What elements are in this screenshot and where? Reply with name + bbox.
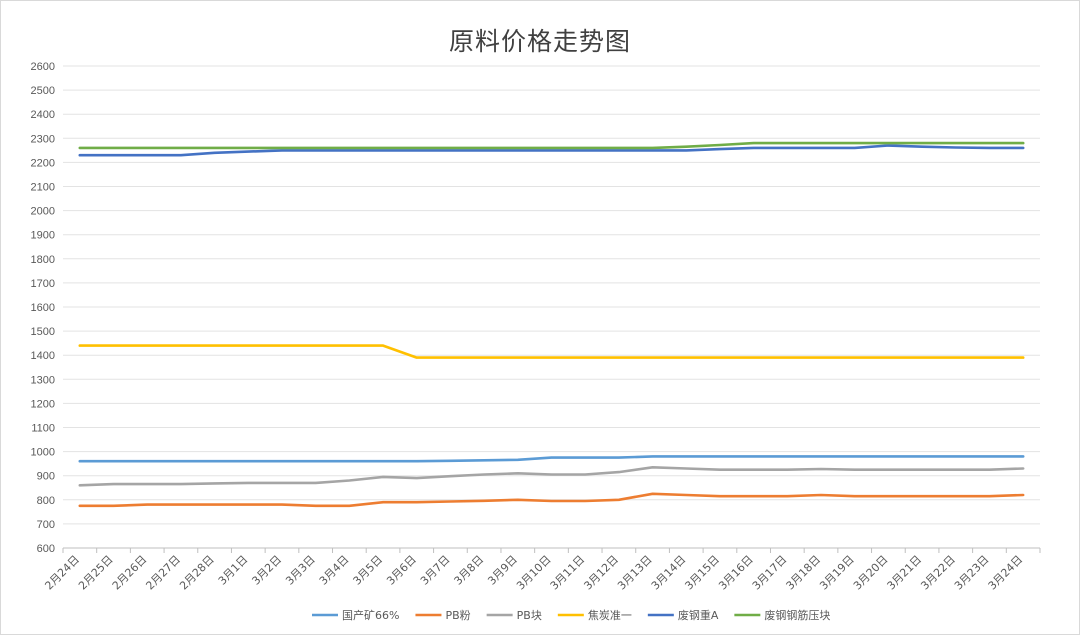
x-tick-label: 3月3日 — [283, 553, 318, 588]
y-tick-label: 1700 — [31, 278, 55, 290]
y-tick-label: 2500 — [31, 85, 55, 97]
y-tick-label: 1800 — [31, 254, 55, 266]
x-tick-label: 3月12日 — [581, 553, 621, 593]
x-tick-label: 3月5日 — [351, 553, 386, 588]
x-tick-label: 3月17日 — [750, 553, 790, 593]
x-tick-label: 3月1日 — [216, 553, 251, 588]
x-tick-label: 3月14日 — [649, 553, 689, 593]
x-tick-label: 2月25日 — [76, 553, 116, 593]
x-tick-label: 3月24日 — [986, 553, 1026, 593]
series-line — [78, 141, 1025, 150]
y-tick-label: 800 — [37, 495, 55, 507]
y-tick-label: 2200 — [31, 157, 55, 169]
x-tick-label: 3月10日 — [514, 553, 554, 593]
y-tick-label: 1400 — [31, 350, 55, 362]
x-tick-label: 3月18日 — [784, 553, 824, 593]
x-tick-label: 3月2日 — [249, 553, 284, 588]
y-tick-label: 1300 — [31, 374, 55, 386]
x-tick-label: 3月23日 — [952, 553, 992, 593]
gridlines — [63, 65, 1040, 549]
x-tick-label: 3月15日 — [682, 553, 722, 593]
x-tick-label: 3月8日 — [452, 553, 487, 588]
y-tick-label: 2600 — [31, 61, 55, 73]
legend: 国产矿66% PB粉 PB块 焦炭准一 废钢重A 废钢钢筋压块 — [312, 608, 830, 622]
x-tick-label: 3月4日 — [317, 553, 352, 588]
y-tick-label: 700 — [37, 519, 55, 531]
y-tick-label: 1900 — [31, 230, 55, 242]
legend-label: 焦炭准一 — [588, 609, 632, 622]
x-tick-label: 3月21日 — [885, 553, 925, 593]
y-tick-label: 2300 — [31, 133, 55, 145]
y-tick-label: 1100 — [31, 423, 55, 435]
legend-label: 废钢钢筋压块 — [764, 608, 830, 622]
y-tick-label: 2100 — [31, 182, 55, 194]
x-tick-label: 3月7日 — [418, 553, 453, 588]
x-tick-label: 3月6日 — [384, 553, 419, 588]
x-tick-label: 2月24日 — [42, 553, 82, 593]
x-tick-label: 3月19日 — [817, 553, 857, 593]
x-tick-label: 3月22日 — [918, 553, 958, 593]
x-tick-label: 2月27日 — [143, 553, 183, 593]
chart-title: 原料价格走势图 — [448, 27, 631, 56]
series-line — [78, 144, 1025, 157]
series-line — [78, 492, 1025, 508]
series-line — [78, 465, 1025, 487]
legend-label: 国产矿66% — [342, 608, 399, 622]
y-tick-label: 1600 — [31, 302, 55, 314]
y-axis: 600 700 800 900 1000 1100 1200 1300 1400 1500 1600… — [31, 61, 55, 555]
y-tick-label: 2000 — [31, 206, 55, 218]
series-line — [78, 344, 1025, 359]
y-tick-label: 900 — [37, 471, 55, 483]
x-tick-label: 2月26日 — [110, 553, 150, 593]
x-tick-label: 2月28日 — [177, 553, 217, 593]
y-tick-label: 2400 — [31, 109, 55, 121]
x-tick-label: 3月11日 — [548, 553, 588, 593]
legend-label: 废钢重A — [678, 608, 719, 622]
series-line — [78, 455, 1025, 463]
x-tick-label: 3月20日 — [851, 553, 891, 593]
y-tick-label: 1000 — [31, 447, 55, 459]
x-tick-label: 3月13日 — [615, 553, 655, 593]
x-tick-label: 3月16日 — [716, 553, 756, 593]
y-tick-label: 1500 — [31, 326, 55, 338]
legend-label: PB粉 — [445, 609, 470, 622]
y-tick-label: 600 — [37, 543, 55, 555]
legend-label: PB块 — [517, 609, 542, 622]
y-tick-label: 1200 — [31, 398, 55, 410]
series-lines — [78, 141, 1025, 508]
